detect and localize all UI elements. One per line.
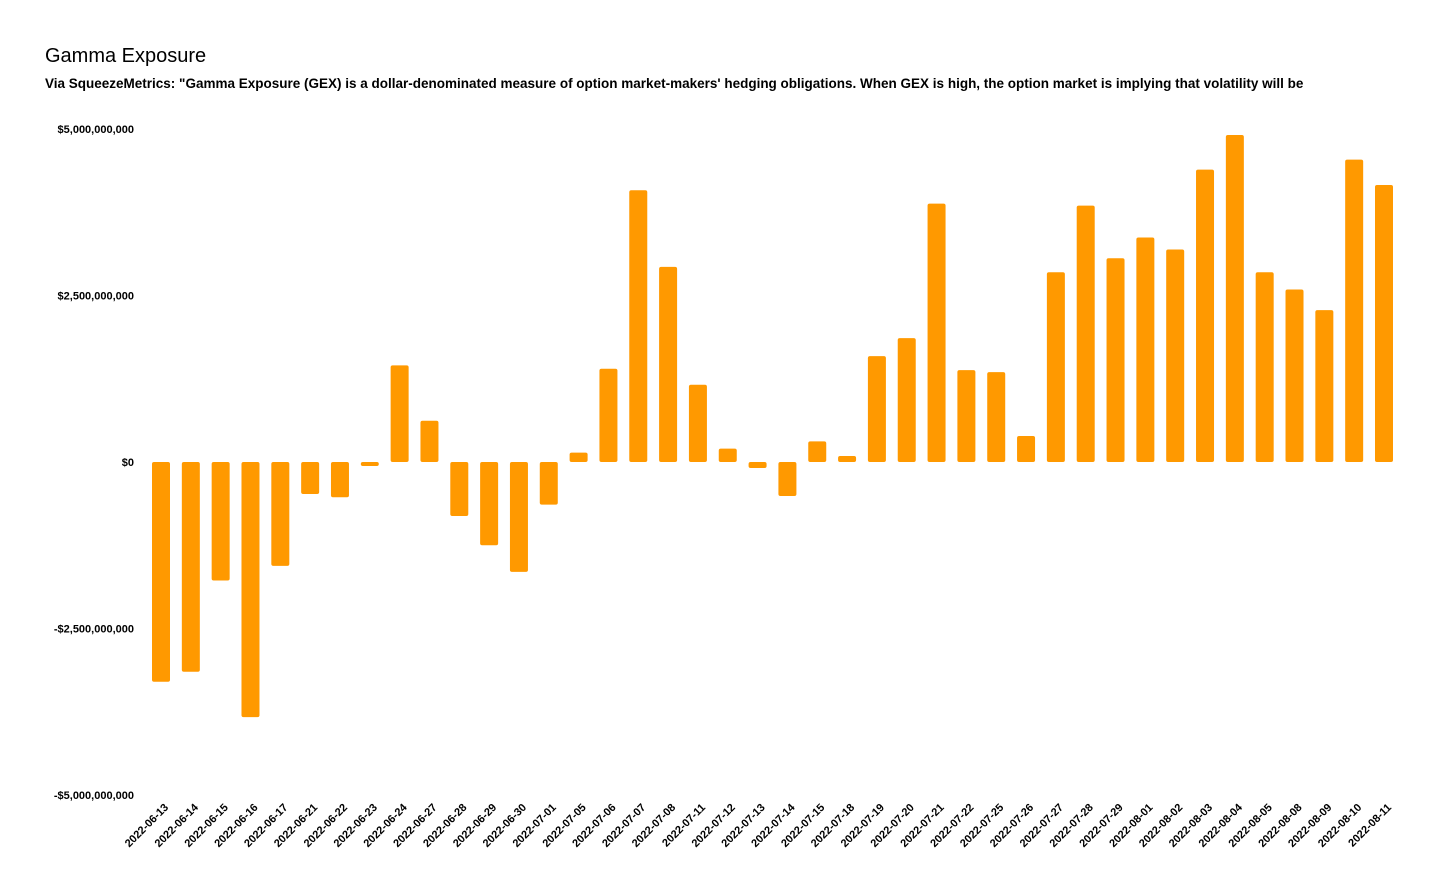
bar[interactable] — [897, 338, 916, 462]
bar[interactable] — [1375, 184, 1393, 462]
bar[interactable] — [1046, 272, 1065, 462]
y-tick-label: -$5,000,000,000 — [54, 790, 134, 802]
bar[interactable] — [1196, 169, 1215, 462]
bar[interactable] — [659, 266, 678, 462]
bar[interactable] — [748, 462, 767, 468]
y-tick-label: $5,000,000,000 — [58, 124, 134, 136]
bar[interactable] — [152, 462, 170, 682]
bar[interactable] — [539, 462, 558, 505]
bar[interactable] — [1076, 205, 1095, 462]
bar[interactable] — [688, 384, 707, 462]
bar[interactable] — [599, 368, 618, 462]
bar[interactable] — [1345, 159, 1364, 463]
bar[interactable] — [1017, 436, 1036, 462]
chart-title: Gamma Exposure — [45, 45, 207, 67]
bar[interactable] — [1315, 310, 1334, 462]
bar[interactable] — [181, 462, 200, 672]
bar[interactable] — [569, 452, 588, 462]
bar[interactable] — [1285, 289, 1304, 462]
bar[interactable] — [629, 190, 648, 462]
bar[interactable] — [271, 462, 290, 566]
y-tick-label: $2,500,000,000 — [58, 291, 134, 303]
bar[interactable] — [420, 420, 439, 462]
bar[interactable] — [1106, 258, 1125, 462]
bar[interactable] — [1255, 272, 1274, 462]
y-tick-label: -$2,500,000,000 — [54, 624, 134, 636]
bar[interactable] — [867, 356, 886, 462]
y-tick-label: $0 — [122, 457, 134, 469]
bar[interactable] — [509, 462, 528, 572]
bar[interactable] — [330, 462, 349, 498]
bar[interactable] — [838, 456, 857, 462]
bar[interactable] — [927, 203, 946, 463]
bar[interactable] — [360, 462, 379, 466]
bar[interactable] — [390, 365, 409, 462]
bar[interactable] — [1166, 249, 1185, 462]
y-axis: $5,000,000,000 $2,500,000,000 $0 -$2,500,00… — [54, 124, 134, 802]
bar[interactable] — [987, 372, 1006, 462]
x-axis: 2022-06-132022-06-142022-06-152022-06-16… — [123, 801, 1394, 850]
bar[interactable] — [957, 370, 976, 462]
bar[interactable] — [1225, 134, 1244, 462]
bar[interactable] — [718, 448, 737, 462]
chart-subtitle: Via SqueezeMetrics: "Gamma Exposure (GEX… — [45, 76, 1304, 91]
bar[interactable] — [480, 462, 499, 546]
bar[interactable] — [241, 462, 260, 718]
bar[interactable] — [301, 462, 320, 494]
bar[interactable] — [778, 462, 797, 496]
bar[interactable] — [1136, 237, 1155, 462]
bar[interactable] — [808, 441, 827, 462]
bar[interactable] — [211, 462, 230, 581]
bar[interactable] — [450, 462, 469, 516]
bars-group — [152, 134, 1393, 718]
